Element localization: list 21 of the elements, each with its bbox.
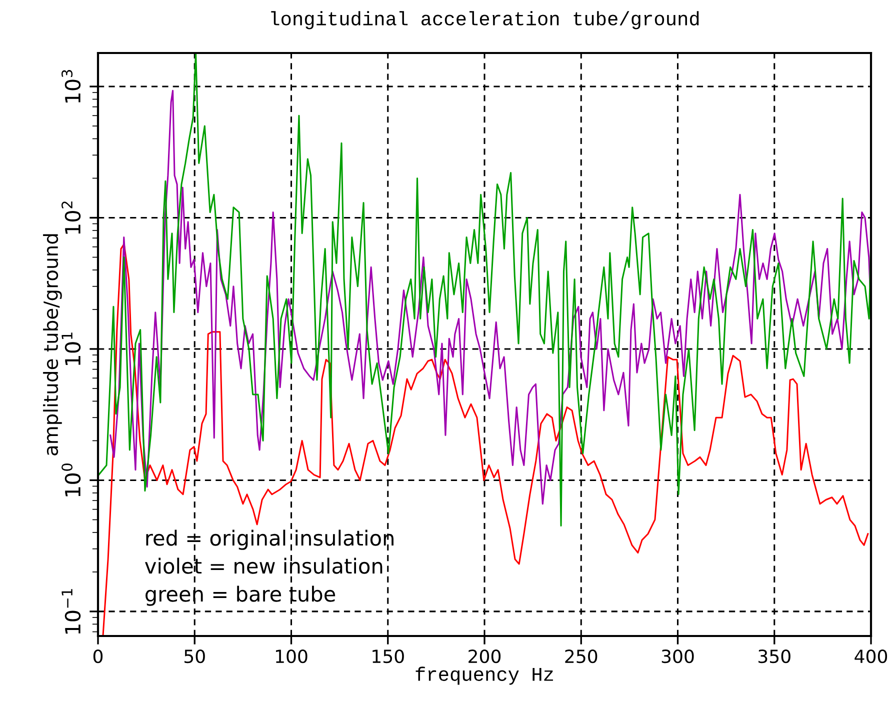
annotation: red = original insulation (146, 530, 394, 550)
x-tick-label: 50 (184, 650, 205, 664)
y-tick-label: 10$^{1}$ (62, 332, 81, 366)
x-tick-label: 100 (276, 650, 308, 664)
x-tick-label: 350 (758, 650, 790, 664)
x-tick-label: 150 (372, 650, 404, 664)
x-axis-title: frequency Hz (416, 666, 553, 685)
annotation: violet = new insulation (145, 558, 382, 574)
y-tick-label: 10$^{3}$ (62, 70, 81, 103)
y-axis-title: amplitude tube/ground (43, 234, 62, 456)
x-tick-label: 0 (93, 650, 103, 664)
y-tick-label: 10$^{2}$ (62, 202, 81, 234)
x-tick-label: 250 (565, 650, 598, 664)
line-series (102, 243, 869, 636)
chart-title: longitudinal acceleration tube/ground (271, 11, 699, 30)
y-tick-label: 10$^{0}$ (62, 464, 81, 496)
y-tick-label: 10$^{−1}$ (62, 589, 81, 634)
x-tick-label: 400 (854, 650, 888, 664)
x-tick-label: 200 (468, 650, 501, 664)
x-tick-label: 300 (662, 650, 694, 664)
annotation: green = bare tube (146, 586, 336, 606)
